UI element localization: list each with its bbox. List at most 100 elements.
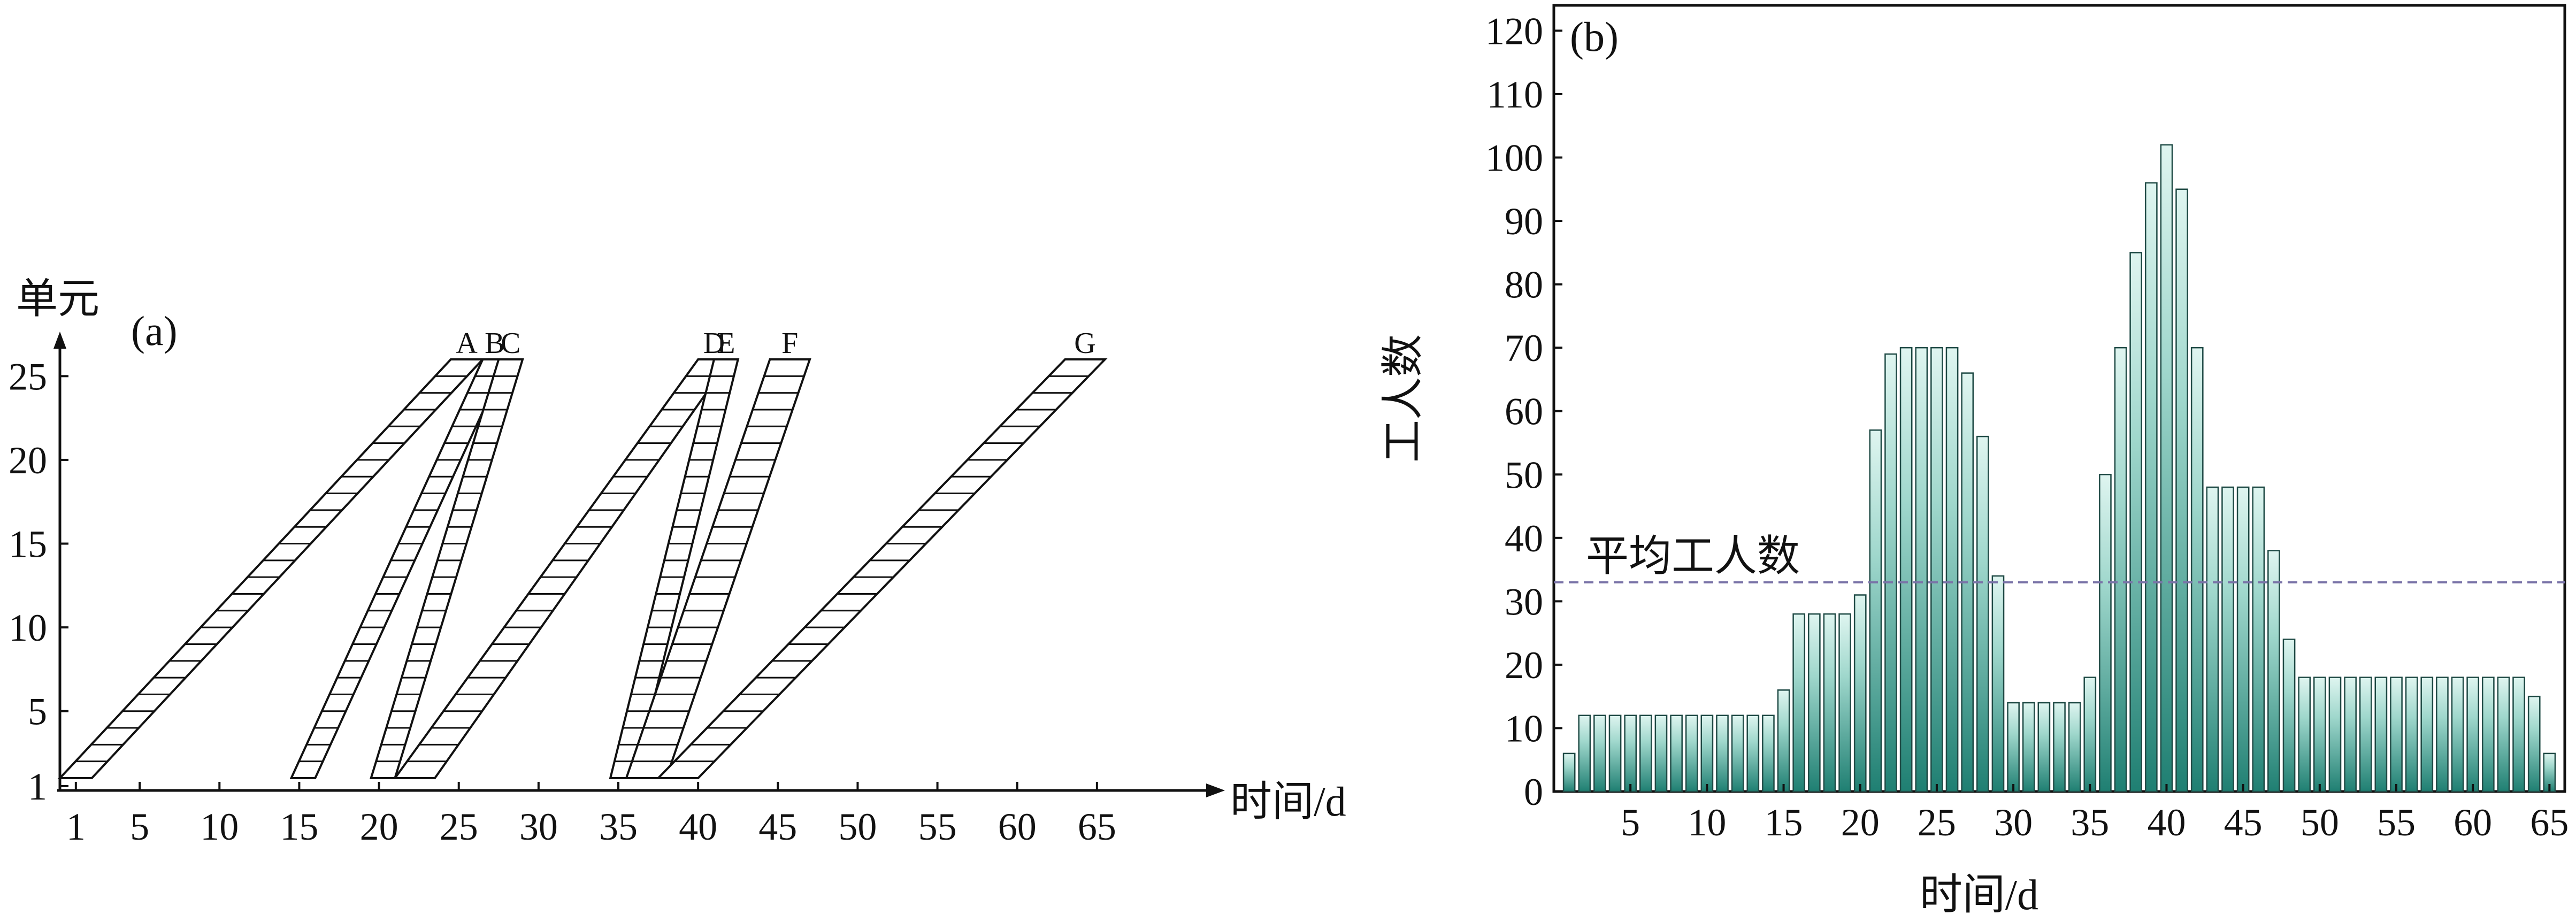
b-y-axis-label: 工人数: [1380, 334, 1427, 463]
a-panel-label: (a): [131, 308, 178, 354]
b-bar-day-14: [1762, 714, 1775, 793]
a-progress-bars: [57, 358, 1108, 779]
b-bar-day-26: [1945, 347, 1959, 793]
b-bar-day-48: [2282, 639, 2296, 793]
b-bar-day-29: [1991, 575, 2005, 793]
b-bar-day-22: [1884, 353, 1897, 793]
b-bar-day-56: [2405, 677, 2418, 793]
b-bar-day-17: [1807, 613, 1821, 793]
a-x-tick-label-8: 40: [679, 805, 717, 848]
b-bar-day-28: [1976, 435, 1989, 793]
b-y-tick-label-2: 20: [1505, 644, 1543, 687]
b-bar-day-43: [2206, 486, 2219, 793]
a-bar-outline-A: [57, 358, 486, 779]
b-bar-day-34: [2068, 702, 2081, 793]
chart-b: 平均工人数 5 10 15 20 25 30 35 40 45 50 55 60 65 0 10 20 30 4…: [1380, 4, 2569, 919]
b-bar-day-31: [2022, 702, 2035, 793]
a-x-tick-label-11: 55: [918, 805, 957, 848]
b-bar-day-32: [2037, 702, 2051, 793]
b-bar-day-19: [1838, 613, 1851, 793]
b-bar-day-42: [2190, 347, 2204, 793]
a-bar-C: [369, 358, 524, 779]
a-series-label-A: A: [456, 327, 478, 360]
b-x-tick-label-3: 20: [1841, 801, 1880, 844]
b-bar-day-23: [1899, 347, 1913, 793]
a-x-tick-label-9: 45: [758, 805, 797, 848]
b-x-tick-label-8: 45: [2224, 801, 2263, 844]
a-x-tick-label-12: 60: [998, 805, 1037, 848]
a-bar-A: [57, 358, 486, 779]
a-series-label-C: C: [501, 327, 520, 360]
b-bar-day-58: [2436, 677, 2449, 793]
a-series-label-G: G: [1074, 327, 1095, 360]
b-plot-frame: [1552, 4, 2566, 793]
b-bar-day-50: [2313, 677, 2326, 793]
a-bar-G: [655, 358, 1108, 779]
b-bar-day-3: [1593, 714, 1606, 793]
a-x-tick-label-1: 5: [130, 805, 149, 848]
a-x-tick-label-13: 65: [1078, 805, 1116, 848]
a-y-tick-label-0: 1: [28, 765, 47, 808]
a-x-tick-label-7: 35: [599, 805, 638, 848]
b-x-tick-label-1: 10: [1688, 801, 1726, 844]
b-y-tick-label-11: 110: [1487, 73, 1543, 116]
b-y-tick-label-9: 90: [1505, 200, 1543, 243]
a-series-label-F: F: [781, 327, 798, 360]
a-x-axis-arrow: [1206, 783, 1225, 797]
b-bar-day-4: [1608, 714, 1622, 793]
b-x-tick-label-6: 35: [2071, 801, 2109, 844]
b-bar-day-5: [1624, 714, 1637, 793]
b-y-tick-label-1: 10: [1505, 707, 1543, 750]
b-bar-day-41: [2175, 188, 2188, 793]
b-bar-day-51: [2328, 677, 2342, 793]
b-y-tick-label-6: 60: [1505, 390, 1543, 433]
b-bar-day-25: [1930, 347, 1943, 793]
b-bar-day-54: [2374, 677, 2388, 793]
b-bar-day-57: [2420, 677, 2434, 793]
b-bar-day-7: [1654, 714, 1668, 793]
b-bar-day-18: [1823, 613, 1836, 793]
b-bar-day-2: [1578, 714, 1591, 793]
b-x-axis-label: 时间/d: [1920, 872, 2038, 919]
b-y-tick-label-7: 70: [1505, 327, 1543, 370]
b-y-ticks: 0 10 20 30 40 50 60 70 80 90 100 110 120: [1485, 10, 1562, 813]
a-y-tick-label-2: 10: [9, 606, 47, 649]
b-bar-day-9: [1685, 714, 1698, 793]
b-bar-day-44: [2221, 486, 2234, 793]
a-x-axis-label: 时间/d: [1230, 778, 1346, 825]
b-bar-day-39: [2144, 182, 2158, 793]
b-x-tick-label-9: 50: [2301, 801, 2339, 844]
b-bar-day-62: [2497, 677, 2510, 793]
b-x-ticks: 5 10 15 20 25 30 35 40 45 50 55 60 65: [1621, 784, 2569, 844]
a-x-tick-label-4: 20: [360, 805, 398, 848]
b-bar-day-47: [2267, 550, 2280, 793]
a-axes: [53, 332, 1225, 797]
b-bar-day-15: [1777, 689, 1790, 793]
b-bar-day-1: [1562, 752, 1576, 793]
b-bar-day-63: [2512, 677, 2525, 793]
a-x-tick-label-3: 15: [280, 805, 318, 848]
a-y-axis-label: 单元: [16, 275, 99, 322]
b-bar-day-49: [2298, 677, 2311, 793]
a-series-label-D: D: [703, 327, 725, 360]
b-x-tick-label-7: 40: [2147, 801, 2186, 844]
a-x-ticks: 1 5 10 15 20 25 30 35 40 45 50 55 60 65: [66, 782, 1116, 848]
b-bar-day-16: [1792, 613, 1806, 793]
b-bar-day-8: [1670, 714, 1683, 793]
b-panel-label: (b): [1570, 13, 1619, 60]
b-bar-day-35: [2083, 677, 2097, 793]
b-bar-day-55: [2390, 677, 2403, 793]
a-series-labels: A BC DE F G: [456, 327, 1095, 360]
b-bar-day-61: [2481, 677, 2495, 793]
b-y-tick-label-10: 100: [1485, 137, 1543, 180]
a-x-tick-label-10: 50: [838, 805, 877, 848]
b-x-tick-label-2: 15: [1765, 801, 1803, 844]
b-bar-day-40: [2160, 144, 2173, 793]
b-bar-day-38: [2129, 252, 2143, 793]
b-y-tick-label-4: 40: [1505, 517, 1543, 560]
b-bar-day-10: [1700, 714, 1714, 793]
b-bar-day-64: [2527, 695, 2541, 793]
a-y-tick-label-1: 5: [28, 690, 47, 733]
a-x-tick-label-5: 25: [440, 805, 478, 848]
